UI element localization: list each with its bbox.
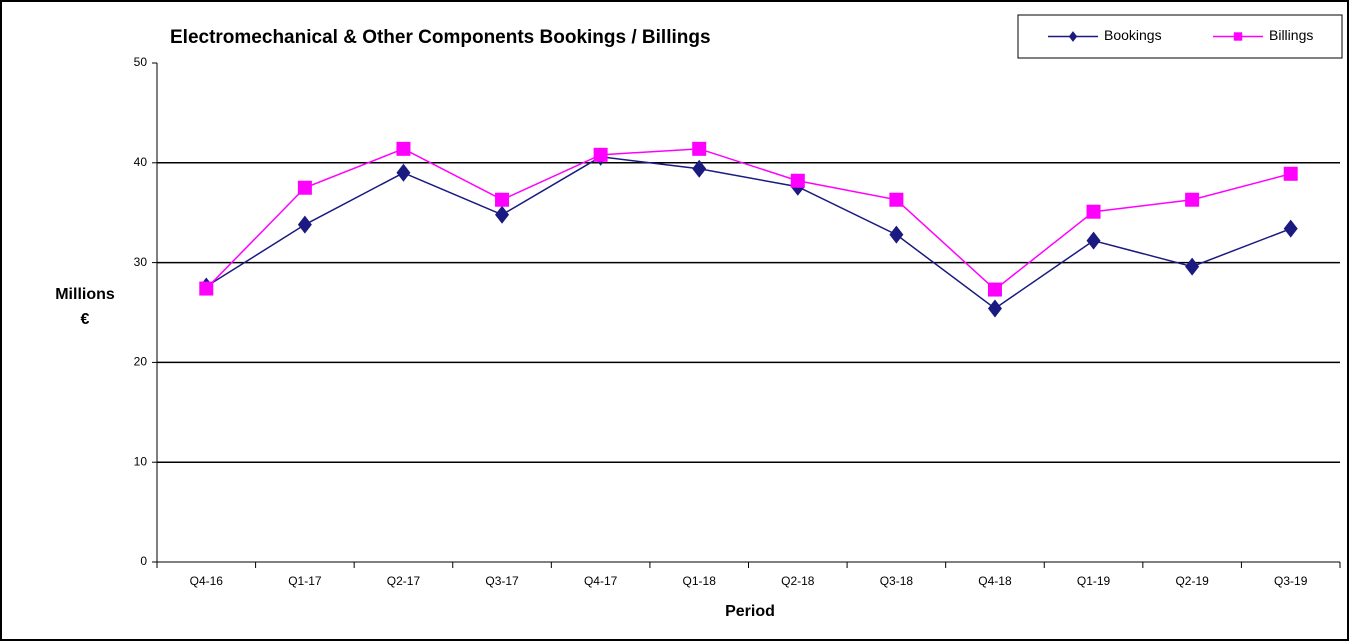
data-point	[495, 205, 510, 224]
data-point	[297, 215, 312, 234]
y-tick-label: 40	[134, 155, 148, 169]
x-tick-label: Q2-17	[387, 574, 421, 588]
x-tick-label: Q2-18	[781, 574, 815, 588]
legend-label: Billings	[1269, 27, 1313, 43]
y-axis-label: €	[81, 311, 90, 328]
legend-marker	[1068, 31, 1078, 42]
series-line	[205, 156, 1291, 310]
x-axis-label: Period	[725, 603, 775, 620]
x-tick-label: Q2-19	[1175, 574, 1209, 588]
data-point	[396, 141, 411, 156]
data-point	[987, 299, 1002, 318]
x-tick-label: Q4-16	[190, 574, 224, 588]
x-tick-label: Q3-17	[485, 574, 519, 588]
y-tick-label: 50	[134, 55, 148, 69]
chart-title: Electromechanical & Other Components Boo…	[170, 27, 711, 48]
data-point	[1185, 257, 1200, 276]
x-tick-label: Q1-19	[1077, 574, 1111, 588]
data-point	[199, 281, 214, 296]
data-point	[396, 163, 411, 182]
data-point	[1283, 219, 1298, 238]
data-point	[889, 225, 904, 244]
legend-label: Bookings	[1104, 27, 1162, 43]
x-tick-label: Q1-17	[288, 574, 322, 588]
x-tick-label: Q4-18	[978, 574, 1012, 588]
x-tick-label: Q3-19	[1274, 574, 1308, 588]
data-point	[1086, 231, 1101, 250]
data-point	[1185, 192, 1200, 207]
data-point	[495, 192, 510, 207]
y-tick-label: 30	[134, 255, 148, 269]
y-tick-label: 20	[134, 355, 148, 369]
legend-marker	[1233, 32, 1243, 41]
data-point	[987, 282, 1002, 297]
x-tick-label: Q1-18	[683, 574, 717, 588]
data-point	[593, 147, 608, 162]
y-tick-label: 0	[140, 554, 147, 568]
data-point	[692, 141, 707, 156]
data-point	[889, 192, 904, 207]
data-point	[1283, 166, 1298, 181]
x-tick-label: Q4-17	[584, 574, 618, 588]
x-tick-label: Q3-18	[880, 574, 914, 588]
data-point	[1086, 204, 1101, 219]
y-axis-label: Millions	[55, 286, 115, 303]
y-tick-label: 10	[134, 454, 148, 468]
data-point	[790, 173, 805, 188]
data-point	[692, 159, 707, 178]
data-point	[297, 180, 312, 195]
series-line	[205, 148, 1291, 291]
